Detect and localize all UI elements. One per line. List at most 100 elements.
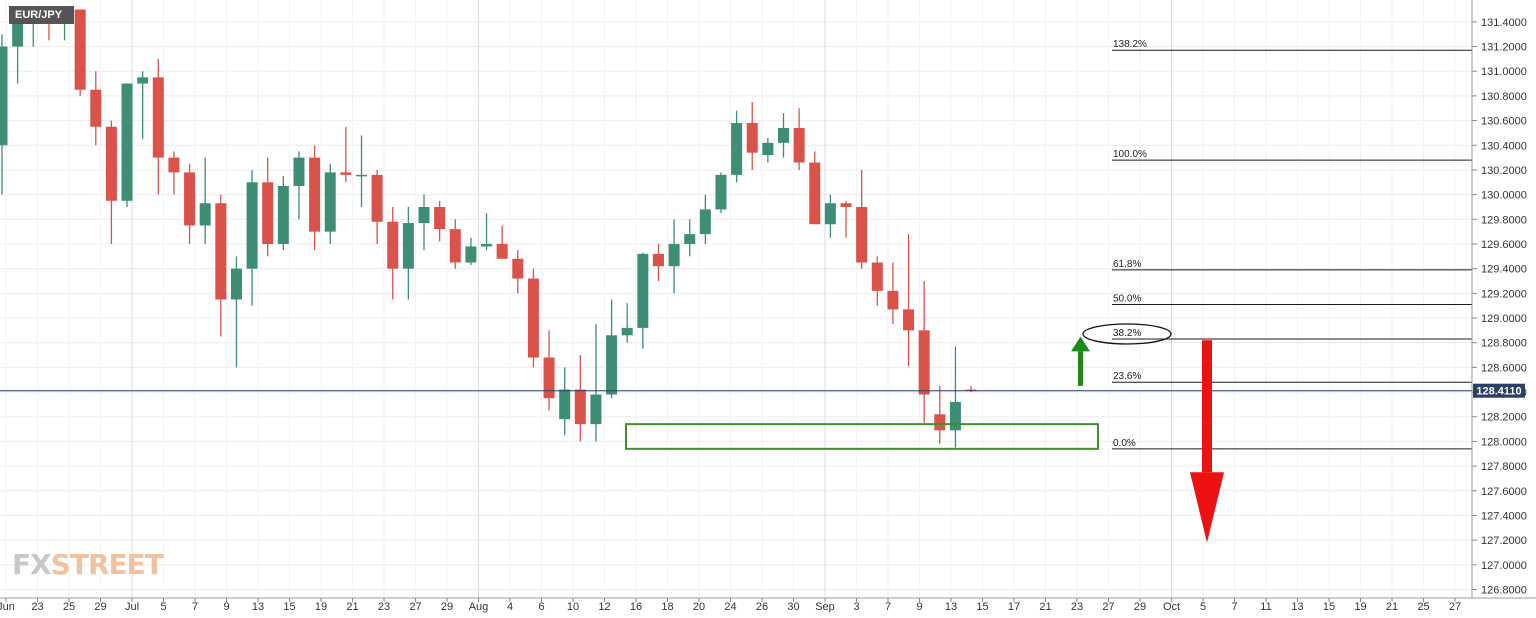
candle-body	[527, 278, 539, 358]
x-tick-label: 19	[1354, 601, 1366, 613]
fib-level-label: 61.8%	[1113, 259, 1141, 270]
candle-bearish	[371, 169, 383, 244]
x-tick-label: 30	[787, 601, 799, 613]
candle-body	[778, 127, 789, 143]
candle-body	[355, 174, 367, 177]
fib-level-label: 0.0%	[1113, 438, 1136, 449]
candle-bearish	[152, 58, 164, 195]
candle-bullish	[402, 206, 414, 300]
x-tick-label: 16	[630, 601, 642, 613]
x-tick-label: 4	[507, 601, 513, 613]
candle-bearish	[74, 9, 86, 96]
x-tick-label: 9	[223, 601, 229, 613]
candle-bearish	[168, 151, 180, 195]
y-tick-label: 127.4000	[1481, 510, 1527, 522]
candle-body	[340, 172, 352, 175]
y-tick-label: 129.8000	[1481, 214, 1527, 226]
x-tick-label: 12	[598, 601, 610, 613]
fib-level-label: 23.6%	[1113, 371, 1141, 382]
y-tick-label: 129.2000	[1481, 288, 1527, 300]
candle-bearish	[215, 194, 227, 337]
candle-body	[121, 83, 133, 201]
x-tick-label: 7	[1231, 601, 1237, 613]
fxstreet-logo: FXSTREET	[12, 548, 164, 581]
candle-body	[90, 89, 102, 127]
bullish-arrow-head	[1071, 336, 1090, 352]
y-tick-label: 126.8000	[1481, 585, 1527, 597]
x-tick-label: 15	[283, 601, 295, 613]
candle-bullish	[731, 110, 743, 183]
candle-bullish	[668, 219, 680, 294]
y-tick-label: 127.8000	[1481, 461, 1527, 473]
candle-bearish	[809, 151, 821, 225]
candle-body	[903, 309, 915, 331]
candle-body	[715, 174, 727, 210]
candle-bearish	[652, 243, 664, 281]
candle-bearish	[340, 126, 352, 183]
candle-body	[699, 209, 711, 235]
candle-bullish	[590, 324, 602, 442]
candle-body	[668, 243, 680, 267]
fib-level-label: 38.2%	[1113, 328, 1141, 339]
x-tick-label: Oct	[1163, 601, 1180, 613]
x-tick-label: 10	[567, 601, 579, 613]
candle-body	[793, 127, 805, 163]
x-tick-label: 13	[252, 601, 264, 613]
x-tick-label: 29	[1134, 601, 1146, 613]
fibonacci-levels: 138.2% 100.0% 61.8% 50.0% 38.2% 23.6% 0.0%	[1112, 39, 1472, 450]
candle-bearish	[793, 108, 805, 170]
candle-bullish	[137, 71, 149, 140]
x-tick-label: 25	[63, 601, 75, 613]
candle-bearish	[574, 355, 586, 442]
candle-bullish	[684, 219, 696, 257]
x-tick-label: Sep	[815, 601, 835, 613]
y-tick-label: 127.2000	[1481, 535, 1527, 547]
candle-body	[949, 401, 961, 431]
candle-body	[434, 206, 446, 230]
x-tick-label: 29	[94, 601, 106, 613]
candle-bearish	[543, 330, 555, 411]
candle-body	[418, 206, 430, 224]
y-tick-label: 131.2000	[1481, 42, 1527, 54]
x-tick-label: 9	[916, 601, 922, 613]
y-tick-label: 131.0000	[1481, 66, 1527, 78]
candle-bearish	[746, 102, 758, 170]
y-tick-label: 130.6000	[1481, 116, 1527, 128]
candle-bearish	[262, 157, 274, 257]
x-tick-label: 3	[853, 601, 859, 613]
y-tick-label: 127.0000	[1481, 560, 1527, 572]
y-tick-label: 128.8000	[1481, 338, 1527, 350]
candle-bullish	[355, 135, 367, 207]
candle-body	[215, 203, 227, 300]
candle-body	[293, 157, 305, 186]
candle-bearish	[309, 145, 321, 251]
x-tick-label: 27	[1102, 601, 1114, 613]
candle-body	[449, 229, 461, 263]
x-tick-label: 7	[192, 601, 198, 613]
candle-body	[481, 243, 493, 247]
x-tick-label: 13	[1291, 601, 1303, 613]
y-tick-label: 128.2000	[1481, 412, 1527, 424]
x-tick-label: 5	[160, 601, 166, 613]
y-tick-label: 128.6000	[1481, 362, 1527, 374]
x-tick-label: 18	[661, 601, 673, 613]
candle-bullish	[715, 172, 727, 214]
candle-bearish	[387, 206, 399, 300]
candle-bullish	[949, 346, 961, 448]
fib-level-label: 138.2%	[1113, 39, 1147, 50]
candle-body	[184, 172, 196, 226]
candle-bullish	[324, 163, 336, 244]
y-tick-label: 128.0000	[1481, 436, 1527, 448]
candle-body	[824, 203, 836, 225]
x-tick-label: 13	[945, 601, 957, 613]
candle-bearish	[934, 385, 946, 444]
candle-bullish	[606, 299, 618, 399]
candle-body	[324, 172, 336, 232]
candle-body	[387, 221, 399, 269]
x-tick-label: 23	[31, 601, 43, 613]
candle-bearish	[903, 234, 915, 367]
candle-bullish	[621, 303, 633, 343]
bearish-arrow-head	[1190, 472, 1224, 543]
candle-body	[762, 142, 774, 156]
candle-body	[809, 162, 821, 225]
